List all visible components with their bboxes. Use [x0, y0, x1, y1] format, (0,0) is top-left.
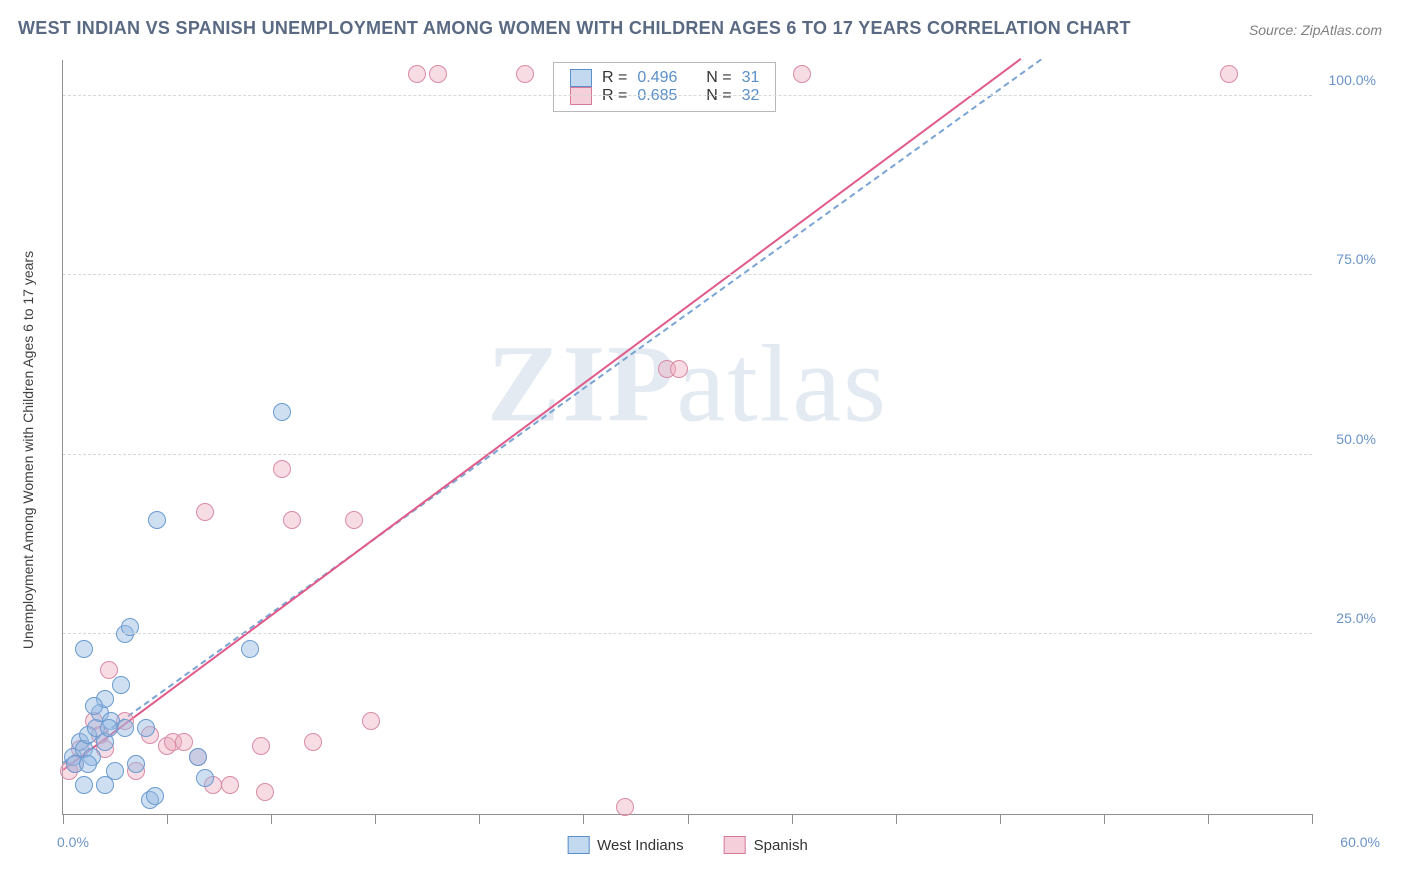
data-point-pink: [616, 798, 634, 816]
data-point-pink: [252, 737, 270, 755]
data-point-pink: [221, 776, 239, 794]
data-point-blue: [273, 403, 291, 421]
gridline: [63, 633, 1312, 634]
data-point-blue: [96, 776, 114, 794]
x-tick: [167, 814, 168, 824]
stat-r-value-pink: 0.685: [637, 87, 677, 105]
watermark: ZIPatlas: [487, 321, 888, 448]
x-tick: [479, 814, 480, 824]
stat-r-label: R =: [602, 87, 627, 105]
stats-row-pink: R = 0.685 N = 32: [570, 87, 759, 105]
x-axis-min-label: 0.0%: [57, 834, 89, 850]
swatch-blue-icon: [567, 836, 589, 854]
plot-region: ZIPatlas R = 0.496 N = 31 R = 0.685 N = …: [62, 60, 1312, 815]
x-axis-max-label: 60.0%: [1340, 834, 1380, 850]
swatch-pink-icon: [570, 87, 592, 105]
data-point-pink: [408, 65, 426, 83]
x-tick: [1104, 814, 1105, 824]
legend-label-blue: West Indians: [597, 837, 683, 854]
data-point-blue: [75, 640, 93, 658]
data-point-blue: [75, 776, 93, 794]
y-tick-label: 50.0%: [1336, 431, 1376, 447]
data-point-pink: [670, 360, 688, 378]
data-point-blue: [146, 787, 164, 805]
data-point-blue: [112, 676, 130, 694]
x-tick: [688, 814, 689, 824]
stats-row-blue: R = 0.496 N = 31: [570, 69, 759, 87]
data-point-pink: [429, 65, 447, 83]
stat-r-value-blue: 0.496: [637, 69, 677, 87]
y-tick-label: 100.0%: [1329, 72, 1376, 88]
stat-n-value-blue: 31: [742, 69, 760, 87]
data-point-pink: [256, 783, 274, 801]
legend-bottom: West Indians Spanish: [567, 836, 808, 854]
x-tick: [271, 814, 272, 824]
chart-title: WEST INDIAN VS SPANISH UNEMPLOYMENT AMON…: [18, 18, 1131, 39]
gridline: [63, 274, 1312, 275]
data-point-blue: [127, 755, 145, 773]
x-tick: [375, 814, 376, 824]
legend-entry-blue: West Indians: [567, 836, 683, 854]
x-tick: [63, 814, 64, 824]
data-point-blue: [241, 640, 259, 658]
data-point-blue: [85, 697, 103, 715]
x-tick: [792, 814, 793, 824]
y-tick-label: 25.0%: [1336, 610, 1376, 626]
swatch-blue-icon: [570, 69, 592, 87]
data-point-blue: [189, 748, 207, 766]
data-point-blue: [79, 755, 97, 773]
data-point-pink: [345, 511, 363, 529]
chart-area: Unemployment Among Women with Children A…: [62, 60, 1382, 840]
data-point-pink: [516, 65, 534, 83]
y-axis-label: Unemployment Among Women with Children A…: [20, 251, 36, 649]
data-point-pink: [175, 733, 193, 751]
data-point-blue: [100, 719, 118, 737]
watermark-light: atlas: [676, 323, 888, 445]
data-point-blue: [196, 769, 214, 787]
data-point-pink: [273, 460, 291, 478]
data-point-pink: [1220, 65, 1238, 83]
source-attribution: Source: ZipAtlas.com: [1249, 22, 1382, 38]
stats-legend-box: R = 0.496 N = 31 R = 0.685 N = 32: [553, 62, 776, 112]
x-tick: [1000, 814, 1001, 824]
stat-n-value-pink: 32: [742, 87, 760, 105]
data-point-pink: [196, 503, 214, 521]
stat-n-label: N =: [706, 69, 731, 87]
stat-r-label: R =: [602, 69, 627, 87]
data-point-blue: [137, 719, 155, 737]
x-tick: [896, 814, 897, 824]
y-tick-label: 75.0%: [1336, 251, 1376, 267]
legend-label-pink: Spanish: [754, 837, 808, 854]
x-tick: [1208, 814, 1209, 824]
plot-inner: ZIPatlas: [63, 60, 1312, 814]
gridline: [63, 95, 1312, 96]
stat-n-label: N =: [706, 87, 731, 105]
data-point-blue: [148, 511, 166, 529]
trendline-pink: [62, 58, 1021, 771]
x-tick: [1312, 814, 1313, 824]
trendline-blue: [62, 58, 1042, 763]
gridline: [63, 454, 1312, 455]
data-point-pink: [362, 712, 380, 730]
data-point-pink: [283, 511, 301, 529]
data-point-blue: [116, 719, 134, 737]
legend-entry-pink: Spanish: [724, 836, 808, 854]
data-point-pink: [793, 65, 811, 83]
x-tick: [583, 814, 584, 824]
data-point-pink: [304, 733, 322, 751]
swatch-pink-icon: [724, 836, 746, 854]
